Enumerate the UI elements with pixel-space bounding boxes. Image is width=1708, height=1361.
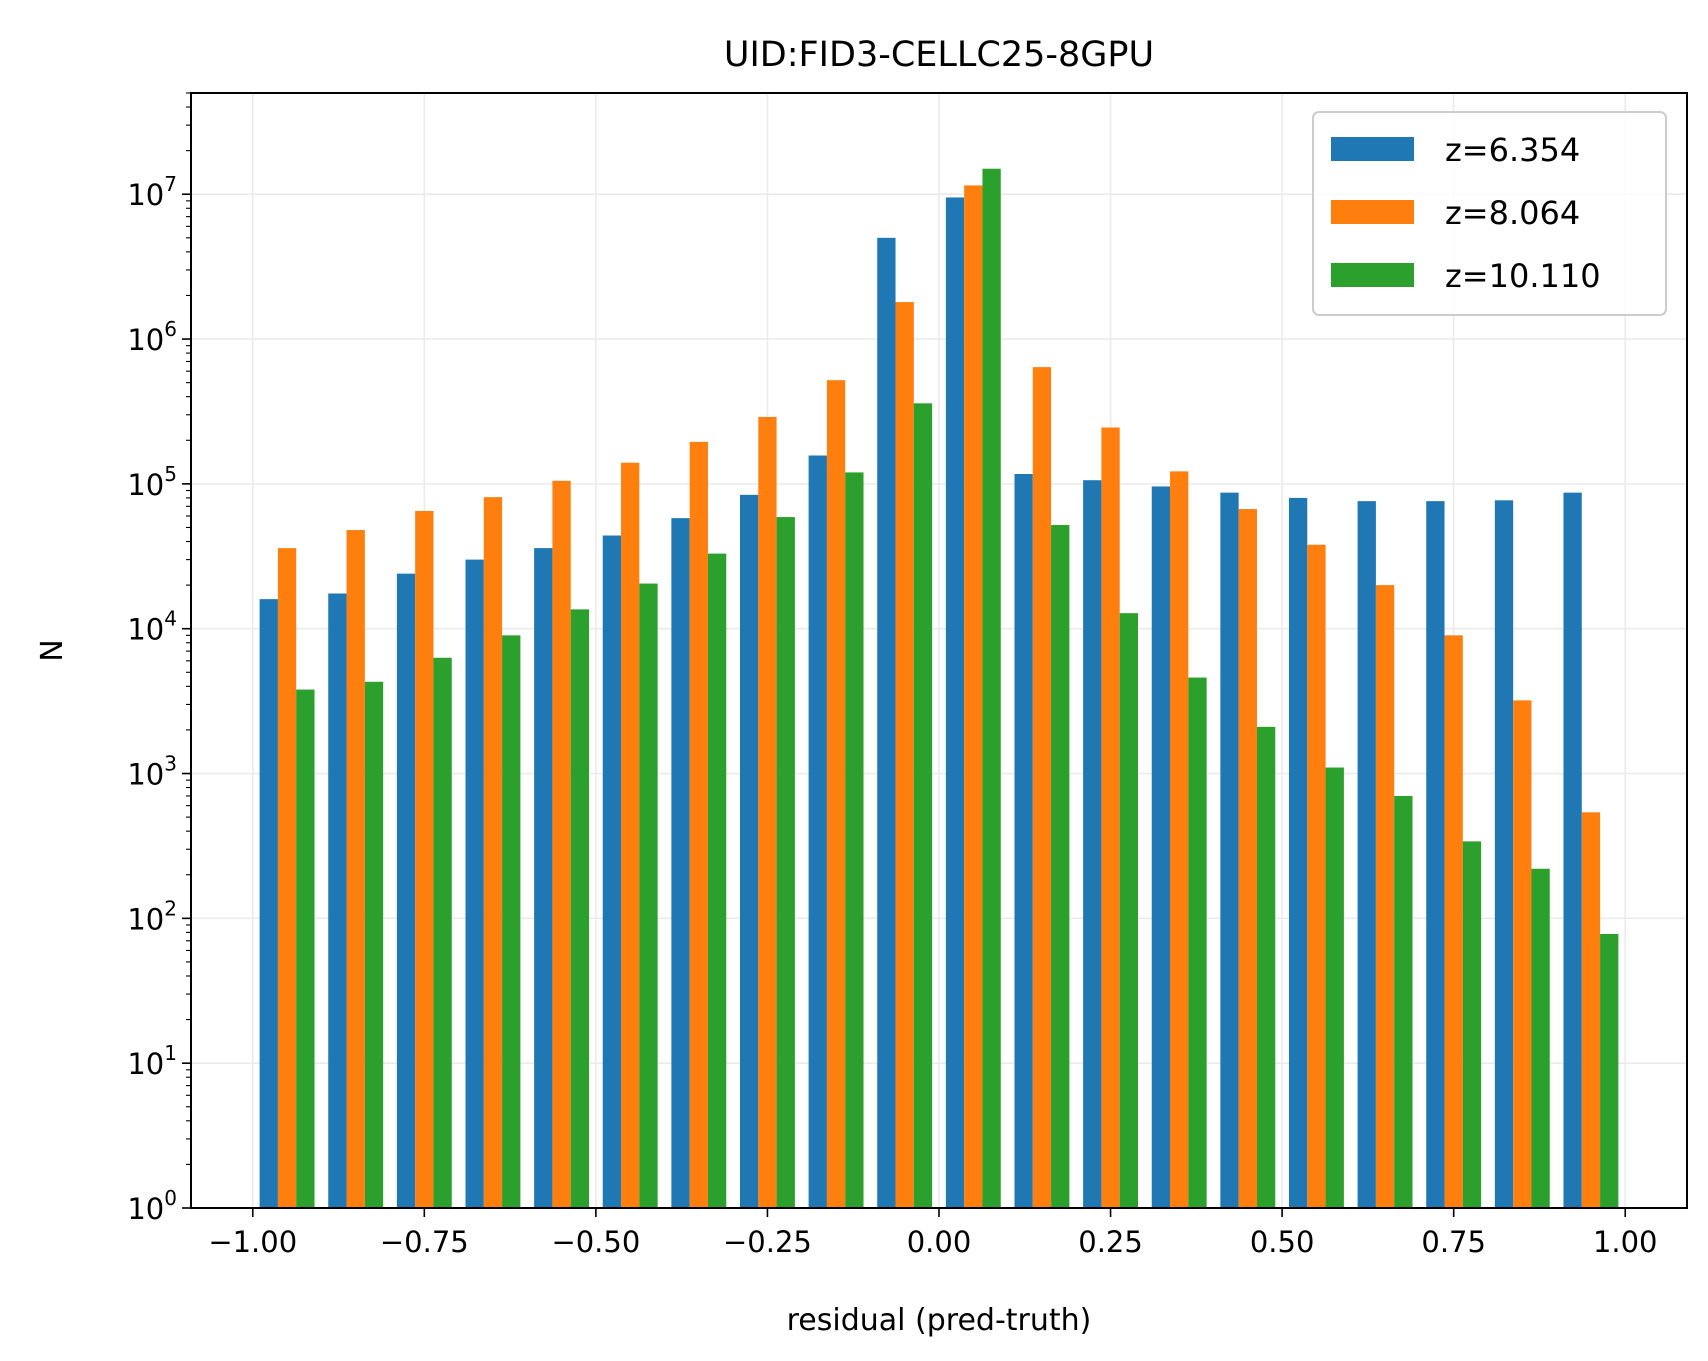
y-tick-label-7: 107	[127, 172, 177, 212]
bar-series1-bin18	[1513, 700, 1532, 1208]
bar-series1-bin16	[1375, 585, 1395, 1208]
y-tick-label-1: 101	[127, 1041, 177, 1081]
bar-series2-bin11	[1051, 525, 1070, 1208]
bar-series2-bin12	[1119, 613, 1139, 1208]
bar-series0-bin12	[1083, 480, 1102, 1208]
bars	[259, 168, 1619, 1209]
x-tick-label-4: 0.00	[907, 1225, 972, 1259]
bar-series1-bin7	[758, 416, 777, 1208]
x-tick-label-5: 0.25	[1078, 1225, 1143, 1259]
bar-series2-bin5	[639, 583, 658, 1208]
bar-series2-bin6	[707, 553, 727, 1208]
legend-label-0: z=6.354	[1445, 131, 1580, 169]
bar-series1-bin9	[895, 302, 914, 1208]
bar-series0-bin5	[602, 535, 622, 1208]
bar-series0-bin6	[671, 518, 690, 1208]
x-tick-label-1: −0.75	[380, 1225, 469, 1259]
bar-series2-bin16	[1394, 795, 1413, 1208]
y-tick-label-6: 106	[127, 317, 177, 357]
bar-series0-bin8	[808, 455, 827, 1208]
bar-series1-bin19	[1581, 812, 1601, 1208]
bar-series0-bin17	[1426, 501, 1445, 1208]
bar-series1-bin2	[415, 510, 434, 1208]
bar-series0-bin7	[739, 494, 759, 1208]
bar-series1-bin13	[1170, 471, 1189, 1209]
bar-series0-bin4	[534, 548, 553, 1208]
x-tick-label-0: −1.00	[208, 1225, 297, 1259]
bar-series0-bin10	[945, 197, 965, 1208]
bar-series1-bin12	[1101, 427, 1120, 1208]
bar-series0-bin0	[259, 599, 278, 1208]
x-tick-label-7: 0.75	[1421, 1225, 1486, 1259]
y-tick-label-2: 102	[127, 896, 177, 936]
bar-series0-bin13	[1151, 486, 1171, 1209]
bar-series2-bin17	[1462, 841, 1482, 1208]
legend-label-2: z=10.110	[1445, 257, 1601, 295]
bar-series2-bin8	[845, 472, 864, 1208]
bar-series0-bin11	[1014, 474, 1033, 1208]
x-tick-label-6: 0.50	[1250, 1225, 1315, 1259]
bar-series2-bin3	[502, 635, 521, 1208]
x-tick-label-8: 1.00	[1593, 1225, 1658, 1259]
bar-series1-bin3	[483, 497, 503, 1209]
bar-series1-bin11	[1032, 367, 1052, 1208]
bar-series1-bin4	[552, 480, 571, 1208]
y-tick-label-5: 105	[127, 462, 177, 502]
y-tick-label-0: 100	[127, 1186, 177, 1226]
bar-series2-bin14	[1256, 726, 1276, 1208]
bar-series2-bin13	[1188, 677, 1207, 1208]
bar-series1-bin5	[621, 462, 640, 1208]
bar-series2-bin15	[1325, 767, 1344, 1208]
legend: z=6.354 z=8.064 z=10.110	[1312, 111, 1667, 316]
y-axis-label: N	[35, 639, 70, 661]
legend-swatch-2	[1331, 263, 1414, 287]
bar-series0-bin16	[1357, 501, 1376, 1208]
x-tick-label-3: −0.25	[723, 1225, 812, 1259]
bar-series0-bin9	[877, 237, 896, 1208]
x-axis-label: residual (pred-truth)	[787, 1303, 1092, 1338]
bar-series1-bin14	[1238, 509, 1257, 1208]
legend-swatch-1	[1331, 200, 1414, 224]
y-tick-label-3: 103	[127, 752, 177, 792]
bar-series1-bin1	[346, 530, 365, 1208]
legend-label-1: z=8.064	[1445, 194, 1580, 232]
chart-title: UID:FID3-CELLC25-8GPU	[724, 35, 1154, 75]
bar-series0-bin18	[1494, 500, 1514, 1208]
bar-series2-bin0	[296, 689, 315, 1208]
bar-series1-bin6	[689, 441, 708, 1208]
bar-series0-bin3	[465, 559, 484, 1208]
bar-series1-bin10	[964, 185, 983, 1208]
x-axis-ticks: −1.00 −0.75 −0.50 −0.25 0.00 0.25 0.50 0.75 1.00	[208, 1208, 1658, 1259]
y-axis-ticks: 100 101 102 103 104 105 106 107	[127, 92, 191, 1226]
bar-series1-bin15	[1307, 544, 1326, 1208]
bar-series2-bin10	[982, 168, 1001, 1208]
bar-series1-bin8	[826, 380, 846, 1209]
bar-series2-bin18	[1531, 868, 1550, 1208]
bar-series2-bin19	[1600, 933, 1619, 1208]
bar-series2-bin4	[570, 609, 590, 1208]
legend-swatch-0	[1331, 137, 1414, 161]
bar-series0-bin2	[396, 573, 416, 1208]
bar-series0-bin1	[328, 593, 347, 1208]
bar-series2-bin2	[433, 657, 452, 1208]
bar-series2-bin9	[913, 403, 933, 1208]
y-tick-label-4: 104	[127, 607, 177, 647]
bar-series0-bin15	[1288, 497, 1308, 1208]
bar-series1-bin0	[277, 548, 297, 1208]
bar-series0-bin14	[1220, 492, 1239, 1209]
bar-series2-bin1	[364, 681, 384, 1208]
bar-series0-bin19	[1563, 492, 1582, 1209]
bar-series1-bin17	[1444, 635, 1463, 1208]
bar-series2-bin7	[776, 517, 795, 1208]
x-tick-label-2: −0.50	[551, 1225, 640, 1259]
